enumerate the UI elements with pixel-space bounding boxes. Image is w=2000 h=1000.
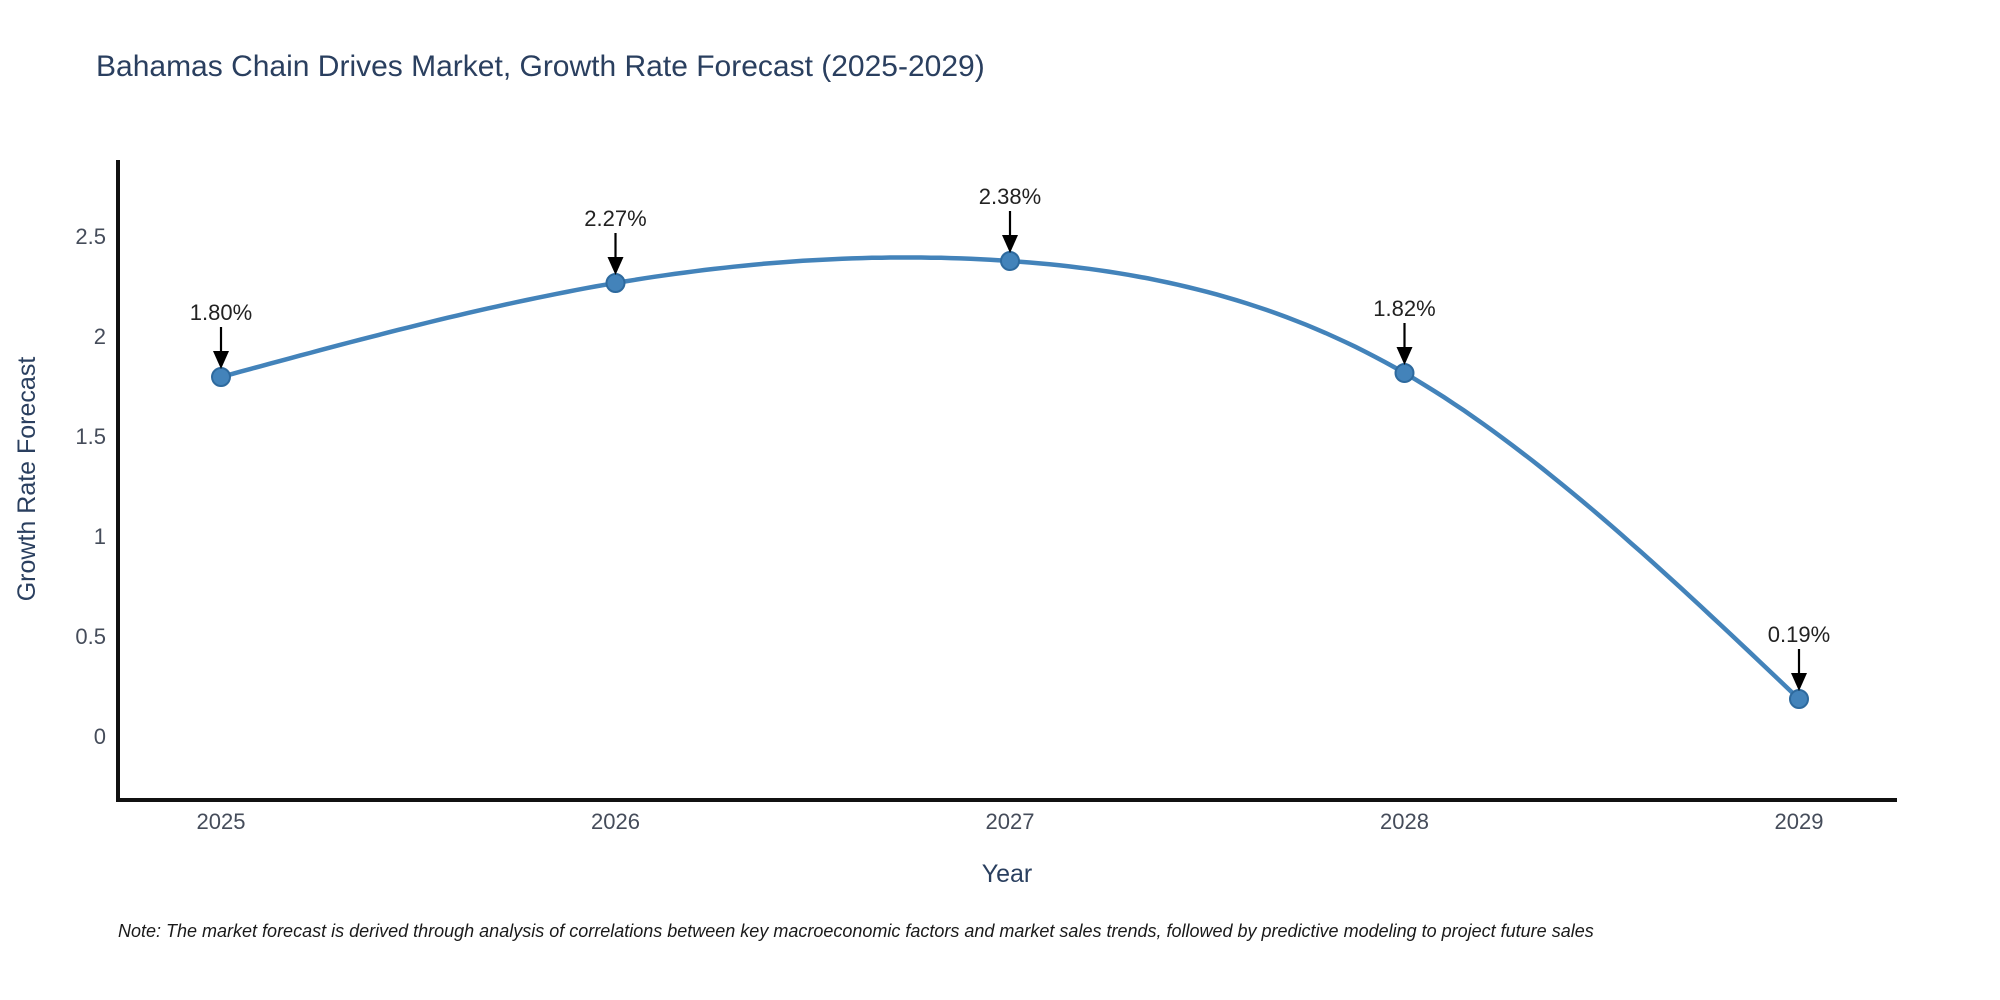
footnote: Note: The market forecast is derived thr… bbox=[118, 921, 1594, 941]
y-tick-label: 0 bbox=[93, 724, 106, 749]
x-axis-title: Year bbox=[981, 860, 1033, 888]
x-tick-label: 2026 bbox=[591, 809, 640, 834]
y-tick-label: 2.5 bbox=[75, 224, 106, 249]
data-point-marker bbox=[1000, 251, 1020, 271]
data-point-marker bbox=[1394, 363, 1415, 383]
annotation-arrow-head bbox=[1002, 235, 1018, 253]
annotation-arrow-head bbox=[1791, 673, 1807, 691]
x-tick-label: 2028 bbox=[1380, 809, 1429, 834]
y-tick-label: 1.5 bbox=[75, 424, 106, 449]
annotation-arrow-head bbox=[607, 257, 624, 275]
data-point-marker bbox=[211, 367, 231, 387]
y-tick-label: 0.5 bbox=[75, 624, 106, 649]
data-point-marker bbox=[605, 273, 626, 293]
annotation-arrow-head bbox=[213, 351, 229, 369]
y-tick-label: 2 bbox=[93, 324, 106, 349]
axis-spines bbox=[116, 160, 1897, 802]
data-point-marker bbox=[1789, 689, 1809, 709]
chart-title: Bahamas Chain Drives Market, Growth Rate… bbox=[96, 50, 985, 83]
x-tick-label: 2025 bbox=[196, 809, 246, 834]
annotation-arrow-head bbox=[1396, 347, 1413, 365]
point-value-label: 1.82% bbox=[1373, 296, 1436, 321]
point-value-label: 2.38% bbox=[978, 184, 1042, 209]
y-tick-label: 1 bbox=[93, 524, 106, 549]
y-axis-title: Growth Rate Forecast bbox=[13, 356, 41, 602]
x-tick-label: 2029 bbox=[1774, 809, 1824, 834]
point-value-label: 2.27% bbox=[584, 206, 647, 231]
forecast-line bbox=[218, 255, 1802, 702]
point-value-label: 1.80% bbox=[189, 300, 253, 325]
x-tick-label: 2027 bbox=[985, 809, 1035, 834]
point-value-label: 0.19% bbox=[1767, 622, 1831, 647]
